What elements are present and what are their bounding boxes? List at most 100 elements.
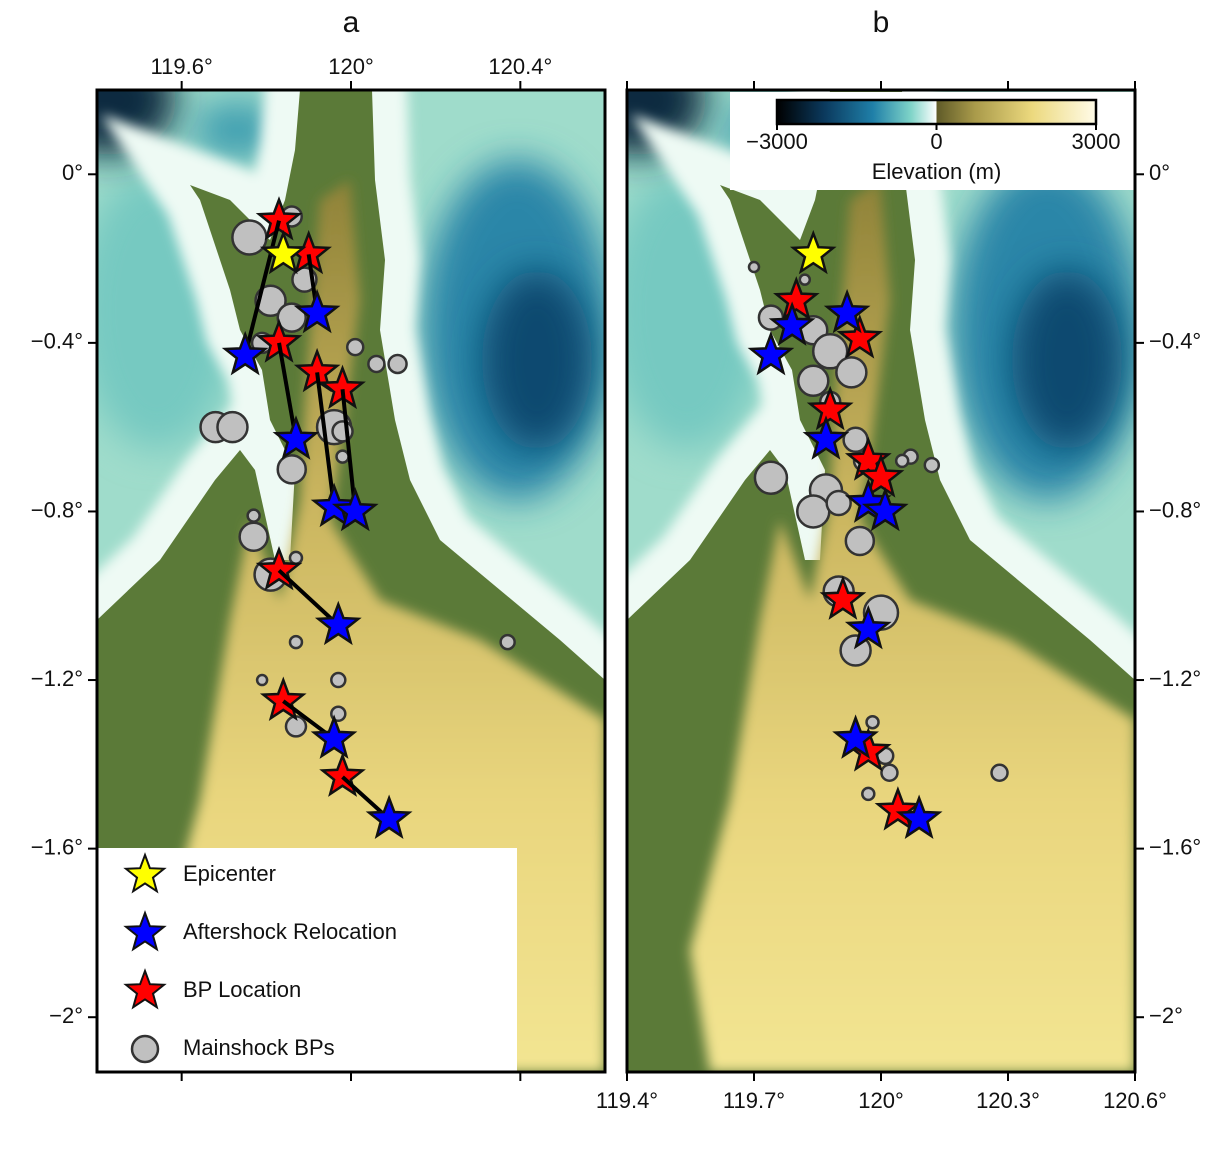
star-marker	[314, 600, 362, 646]
bp-circle	[288, 550, 304, 566]
bp-circle	[367, 354, 386, 374]
bp-circle	[216, 410, 249, 444]
colorbar-label: Elevation (m)	[872, 159, 1002, 184]
bp-circle	[276, 454, 307, 485]
star-marker	[823, 288, 871, 334]
star-marker	[806, 385, 854, 431]
bp-circle	[231, 219, 268, 256]
star-marker	[895, 794, 943, 839]
y-tick-label: 0°	[62, 160, 83, 185]
y-tick-label: −0.4°	[31, 329, 83, 354]
bp-circle	[923, 456, 941, 474]
bp-circle	[811, 333, 849, 370]
bp-circle	[238, 521, 269, 552]
star-marker	[857, 453, 905, 498]
panel-frame	[95, 88, 607, 1074]
y-tick-label: 0°	[1149, 160, 1170, 185]
bp-circle	[835, 356, 868, 389]
bp-circle	[880, 763, 899, 783]
y-tick-label: −1.2°	[1149, 666, 1201, 691]
bp-circle	[747, 260, 761, 274]
panel-frame	[625, 88, 1137, 1074]
star-marker	[365, 794, 413, 839]
pair-link	[315, 372, 337, 508]
legend-label: Mainshock BPs	[183, 1035, 335, 1060]
colorbar-tick-label: 3000	[1072, 129, 1121, 154]
star-marker	[861, 486, 909, 532]
x-tick-label: 120.6°	[1103, 1088, 1167, 1113]
x-tick-label: 120°	[328, 54, 374, 79]
star-marker	[844, 604, 892, 650]
star-marker	[319, 752, 366, 797]
star-marker	[293, 288, 341, 334]
legend-label: Epicenter	[183, 861, 276, 886]
legend-symbol	[130, 1034, 160, 1064]
star-marker	[255, 545, 303, 591]
star-marker	[310, 714, 358, 759]
star-marker	[819, 575, 867, 620]
star-marker	[259, 229, 307, 275]
bp-circle	[330, 671, 347, 689]
star-marker	[802, 415, 850, 460]
bp-circle	[335, 449, 350, 464]
x-tick-label: 119.6°	[151, 54, 213, 79]
y-tick-label: −2°	[49, 1003, 83, 1028]
star-marker	[773, 276, 820, 321]
star-marker	[331, 486, 379, 532]
x-tick-label: 120.4°	[488, 54, 552, 79]
star-marker	[844, 436, 892, 481]
bp-circle	[798, 273, 812, 286]
legend-symbol	[123, 910, 167, 952]
legend-label: Aftershock Relocation	[183, 919, 397, 944]
bp-circle	[246, 508, 261, 523]
terrain-b	[567, 45, 1142, 1072]
y-tick-label: −1.6°	[1149, 834, 1201, 859]
star-marker	[768, 301, 816, 346]
x-tick-label: 120.3°	[976, 1088, 1040, 1113]
bp-circle	[990, 763, 1009, 783]
bp-circle	[796, 494, 831, 529]
legend-symbol	[123, 968, 167, 1010]
bp-circle	[825, 489, 852, 517]
bp-circle	[844, 525, 876, 557]
bp-circle	[753, 460, 789, 495]
bp-circle	[254, 284, 287, 317]
star-marker	[747, 330, 795, 376]
colorbar-tick-label: −3000	[746, 129, 808, 154]
bp-circle	[387, 353, 408, 375]
pair-link	[243, 220, 281, 357]
y-tick-label: −0.8°	[31, 497, 83, 522]
legend-label: BP Location	[183, 977, 301, 1002]
legend-symbol	[123, 852, 167, 894]
star-marker	[255, 196, 303, 241]
y-tick-label: −0.4°	[1149, 329, 1201, 354]
star-marker	[272, 415, 320, 460]
x-tick-label: 119.7°	[723, 1088, 785, 1113]
x-tick-label: 120°	[858, 1088, 904, 1113]
y-tick-label: −0.8°	[1149, 497, 1201, 522]
bp-circle	[894, 453, 910, 469]
star-marker	[259, 676, 307, 721]
star-marker	[836, 314, 884, 359]
bp-circle	[797, 364, 830, 398]
legend-box	[97, 848, 517, 1072]
bp-circle	[861, 786, 876, 802]
bp-circle	[345, 337, 365, 357]
x-tick-label: 119.4°	[596, 1088, 658, 1113]
colorbar-tick-label: 0	[930, 129, 942, 154]
bp-circle	[865, 714, 880, 730]
bp-circle	[288, 634, 304, 650]
panel-title: b	[873, 6, 890, 39]
star-marker	[221, 330, 269, 376]
y-tick-label: −1.6°	[31, 834, 83, 859]
bp-circle	[499, 633, 516, 651]
bp-circle	[276, 302, 307, 333]
colorbar	[775, 98, 1098, 126]
pair-link	[340, 389, 358, 512]
pair-link	[277, 568, 340, 627]
bp-circle	[255, 673, 269, 687]
star-marker	[789, 229, 837, 275]
y-tick-label: −2°	[1149, 1003, 1183, 1028]
star-marker	[874, 786, 922, 831]
